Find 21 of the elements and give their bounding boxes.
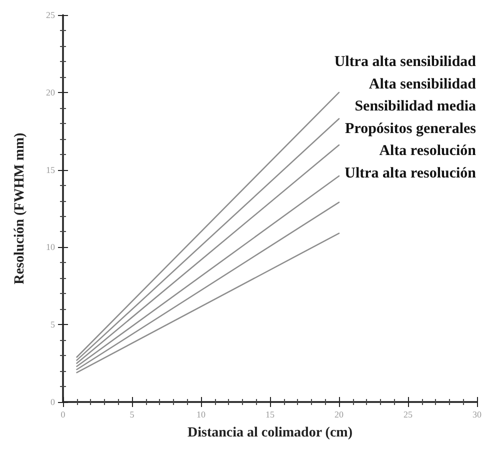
text: Alta resolución (379, 143, 477, 160)
y-axis-title: Resolución (FWHM mm) (12, 132, 28, 284)
x-tick-label: 15 (266, 410, 275, 420)
text: Ultra alta resolución (344, 166, 477, 182)
x-tick-label: 25 (404, 410, 413, 420)
series-label: Ultra alta sensibilidad (334, 54, 477, 70)
y-tick-label: 5 (50, 320, 56, 330)
x-tick-label: 5 (130, 410, 135, 420)
x-tick-label: 10 (196, 410, 206, 420)
text: Alta sensibilidad (368, 76, 477, 92)
x-axis-title: Distancia al colimador (cm) (188, 426, 353, 440)
text: Propósitos generales (345, 120, 476, 137)
y-tick-label: 0 (50, 397, 56, 407)
text: Sensibilidad media (354, 98, 476, 115)
y-tick-label: 25 (46, 10, 56, 20)
x-tick-label: 0 (60, 410, 66, 420)
y-tick-label: 10 (46, 242, 56, 252)
y-tick-label: 20 (46, 87, 56, 98)
y-tick-label: 15 (46, 164, 56, 175)
x-tick-label: 30 (472, 410, 482, 420)
x-tick-label: 20 (334, 410, 344, 420)
